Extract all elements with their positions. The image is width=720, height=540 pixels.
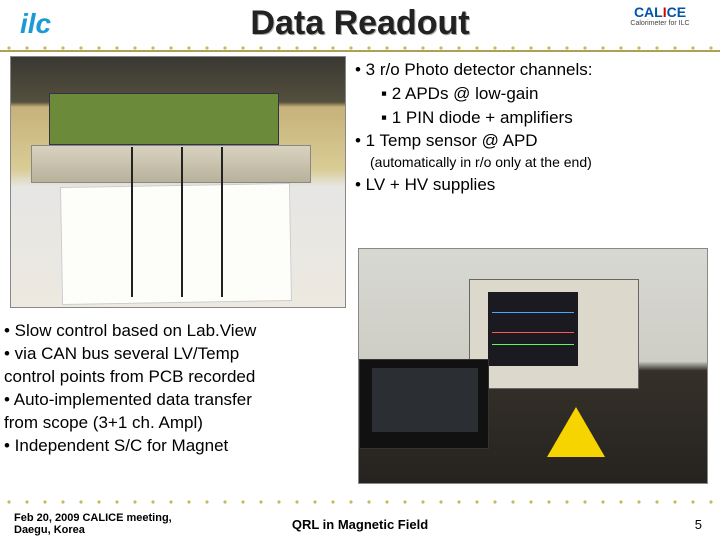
bullet-item: • 3 r/o Photo detector channels: [355, 58, 715, 82]
bullet-note: (automatically in r/o only at the end) [370, 153, 715, 173]
bullet-list-right: • 3 r/o Photo detector channels: ▪ 2 APD… [355, 58, 715, 197]
label-paper [60, 183, 292, 305]
footer-title: QRL in Magnetic Field [0, 517, 720, 532]
oscilloscope [469, 279, 639, 389]
bullet-cont: from scope (3+1 ch. Ampl) [4, 412, 356, 435]
bullet-sub-item: ▪ 2 APDs @ low-gain [381, 82, 715, 106]
scope-trace [492, 312, 574, 330]
wire [131, 147, 133, 297]
wire [181, 147, 183, 297]
bullet-cont: control points from PCB recorded [4, 366, 356, 389]
laptop [359, 359, 489, 449]
slide-header: ilc Data Readout CALICE Calorimeter for … [0, 0, 720, 52]
metal-tray [31, 145, 311, 183]
calice-subtitle: Calorimeter for ILC [610, 20, 710, 27]
ilc-logo-text: ilc [20, 8, 51, 40]
bullet-item: • Auto-implemented data transfer [4, 389, 356, 412]
photo-scope-setup [358, 248, 708, 484]
calice-logo-text: CALICE [610, 4, 710, 20]
pcb-board [49, 93, 279, 145]
bullet-sub-item: ▪ 1 PIN diode + amplifiers [381, 106, 715, 130]
laptop-screen [372, 368, 478, 432]
calice-logo: CALICE Calorimeter for ILC [610, 4, 710, 44]
bullet-item: • via CAN bus several LV/Temp [4, 343, 356, 366]
bullet-item: • Independent S/C for Magnet [4, 435, 356, 458]
bullet-list-left: • Slow control based on Lab.View • via C… [4, 320, 356, 458]
wire [221, 147, 223, 297]
warning-sign-icon [547, 407, 605, 457]
divider-dots-bottom [0, 498, 720, 506]
bullet-item: • Slow control based on Lab.View [4, 320, 356, 343]
ilc-logo: ilc [20, 4, 90, 44]
bullet-item: • LV + HV supplies [355, 173, 715, 197]
bullet-item: • 1 Temp sensor @ APD [355, 129, 715, 153]
photo-readout-board [10, 56, 346, 308]
page-number: 5 [695, 517, 702, 532]
scope-trace [492, 344, 574, 356]
divider-dots-top [0, 44, 720, 52]
scope-screen [488, 292, 578, 366]
